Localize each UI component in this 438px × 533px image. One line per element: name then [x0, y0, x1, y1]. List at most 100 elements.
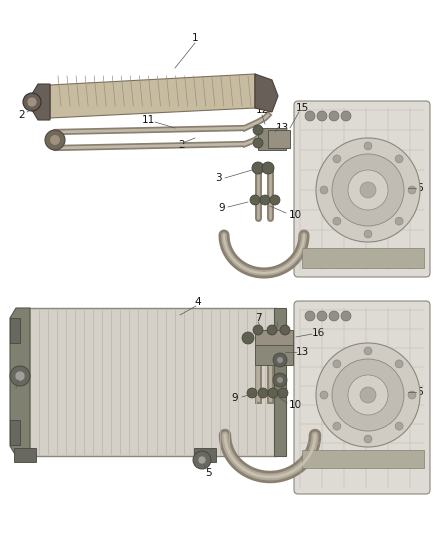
Circle shape [408, 391, 416, 399]
Bar [10, 318, 20, 343]
Circle shape [360, 387, 376, 403]
Circle shape [198, 456, 206, 464]
Text: 16: 16 [311, 328, 325, 338]
Bar [14, 448, 36, 462]
Circle shape [395, 360, 403, 368]
Circle shape [278, 388, 288, 398]
Circle shape [333, 360, 341, 368]
Text: 10: 10 [289, 400, 301, 410]
Bar [255, 345, 293, 365]
Circle shape [408, 186, 416, 194]
Circle shape [341, 111, 351, 121]
Circle shape [332, 154, 404, 226]
Polygon shape [32, 84, 50, 120]
Circle shape [333, 217, 341, 225]
Circle shape [317, 311, 327, 321]
Circle shape [258, 388, 268, 398]
Circle shape [273, 373, 287, 387]
Circle shape [316, 343, 420, 447]
Bar [258, 128, 286, 150]
Circle shape [242, 332, 254, 344]
Text: 4: 4 [194, 297, 201, 307]
FancyBboxPatch shape [294, 101, 430, 277]
Circle shape [260, 195, 270, 205]
Bar [28, 308, 276, 456]
Circle shape [348, 170, 388, 210]
Polygon shape [255, 74, 278, 112]
Circle shape [267, 325, 277, 335]
Text: 5: 5 [205, 468, 211, 478]
Circle shape [360, 182, 376, 198]
Text: 9: 9 [219, 203, 225, 213]
Circle shape [316, 138, 420, 242]
Circle shape [333, 155, 341, 163]
Circle shape [348, 375, 388, 415]
Text: 15: 15 [295, 103, 309, 113]
Circle shape [329, 111, 339, 121]
Circle shape [364, 435, 372, 443]
Circle shape [395, 155, 403, 163]
Text: 2: 2 [179, 140, 185, 150]
Circle shape [250, 195, 260, 205]
Text: 13: 13 [276, 123, 289, 133]
Bar [255, 330, 293, 345]
Text: 9: 9 [232, 393, 238, 403]
Circle shape [273, 353, 287, 367]
Circle shape [45, 130, 65, 150]
Polygon shape [302, 248, 424, 268]
Circle shape [395, 422, 403, 430]
Circle shape [329, 311, 339, 321]
Circle shape [262, 162, 274, 174]
Circle shape [268, 388, 278, 398]
Polygon shape [255, 74, 262, 108]
Polygon shape [44, 85, 50, 118]
Circle shape [305, 311, 315, 321]
Circle shape [277, 357, 283, 363]
Circle shape [317, 111, 327, 121]
Text: 6: 6 [417, 387, 423, 397]
Circle shape [193, 451, 211, 469]
Text: 13: 13 [295, 347, 309, 357]
Text: 1: 1 [192, 33, 198, 43]
Text: 3: 3 [215, 173, 221, 183]
Circle shape [364, 142, 372, 150]
Circle shape [27, 97, 37, 107]
Text: 7: 7 [254, 313, 261, 323]
Circle shape [23, 93, 41, 111]
Text: 2: 2 [19, 110, 25, 120]
Circle shape [253, 325, 263, 335]
Circle shape [253, 125, 263, 135]
Circle shape [50, 135, 60, 145]
Circle shape [277, 377, 283, 383]
Circle shape [320, 391, 328, 399]
Text: 12: 12 [255, 105, 268, 115]
Circle shape [320, 186, 328, 194]
Circle shape [247, 388, 257, 398]
Circle shape [270, 195, 280, 205]
Circle shape [333, 422, 341, 430]
Circle shape [305, 111, 315, 121]
Bar [268, 130, 290, 148]
Circle shape [395, 217, 403, 225]
Bar [194, 448, 216, 462]
Circle shape [253, 138, 263, 148]
Polygon shape [274, 308, 286, 456]
FancyBboxPatch shape [294, 301, 430, 494]
Circle shape [364, 230, 372, 238]
Text: 11: 11 [141, 115, 155, 125]
Text: 6: 6 [417, 183, 423, 193]
Bar [10, 420, 20, 445]
Circle shape [341, 311, 351, 321]
Polygon shape [302, 450, 424, 468]
Text: 10: 10 [289, 210, 301, 220]
Circle shape [332, 359, 404, 431]
Circle shape [15, 371, 25, 381]
Circle shape [280, 325, 290, 335]
Polygon shape [10, 308, 30, 456]
Text: 5: 5 [11, 387, 18, 397]
Circle shape [10, 366, 30, 386]
Circle shape [364, 347, 372, 355]
Circle shape [252, 162, 264, 174]
Text: 8: 8 [275, 313, 281, 323]
Polygon shape [44, 74, 262, 118]
